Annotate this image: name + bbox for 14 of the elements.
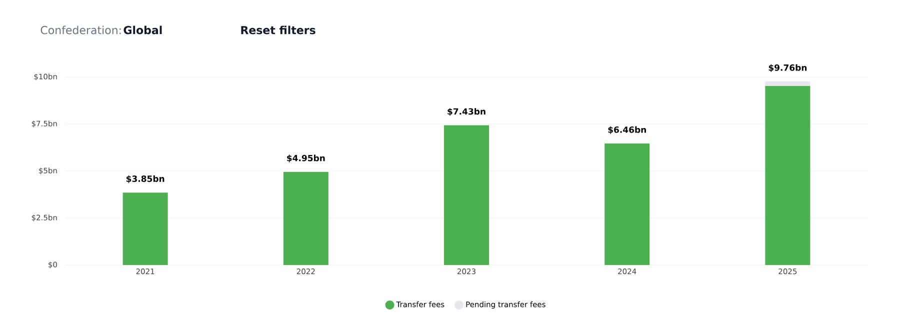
text: Confederation: <box>40 26 121 34</box>
bar <box>765 82 810 86</box>
total-label: $9.76bn <box>768 64 807 72</box>
total-label: $7.43bn <box>448 108 486 116</box>
bar <box>765 86 810 265</box>
bar <box>604 144 650 265</box>
total-label: $6.46bn <box>608 126 646 134</box>
bar <box>444 125 489 265</box>
bar <box>122 192 168 265</box>
bar <box>283 172 328 265</box>
text: Global <box>124 26 162 34</box>
total-label: $3.85bn <box>126 175 164 184</box>
text: Reset filters <box>241 26 316 34</box>
total-label: $4.95bn <box>287 154 325 162</box>
